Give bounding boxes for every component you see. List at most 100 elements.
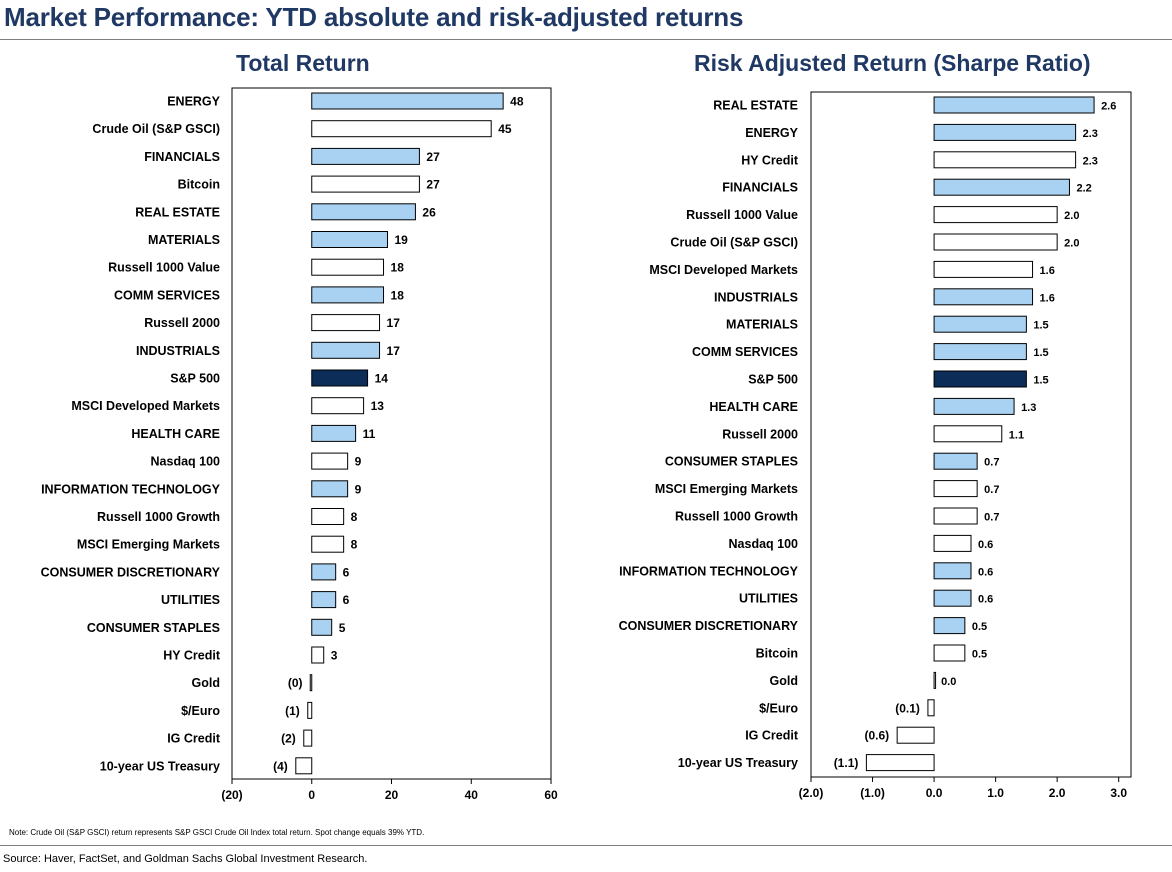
total-return-value-label-consumer-staples: 5 [339, 621, 346, 635]
total-return-bar-comm-services [311, 286, 385, 304]
total-return-value-label-msci-emerging-markets: 8 [351, 538, 358, 552]
total-return-bar-russell-2000 [311, 314, 381, 332]
sharpe-value-label-ig-credit: (0.6) [864, 729, 889, 743]
total-return-bar-russell-1000-value [311, 258, 385, 276]
sharpe-value-label-msci-developed-markets: 1.6 [1040, 265, 1055, 277]
total-return-category-label-health-care: HEALTH CARE [131, 427, 220, 441]
total-return-x-tick-label: 0 [308, 788, 315, 802]
sharpe-value-label-financials: 2.2 [1076, 183, 1091, 195]
sharpe-bar-health-care [933, 397, 1015, 415]
sharpe-bar-s-p-500 [933, 370, 1027, 388]
total-return-category-label-msci-developed-markets: MSCI Developed Markets [71, 399, 220, 413]
total-return-value-label-materials: 19 [395, 233, 409, 247]
sharpe-category-label-msci-emerging-markets: MSCI Emerging Markets [655, 482, 798, 496]
sharpe-category-label-gold: Gold [770, 674, 798, 688]
total-return-x-tick-label: 40 [465, 788, 479, 802]
total-return-bar-crude-oil-s-p-gsci [311, 120, 492, 138]
sharpe-plot-frame [810, 91, 1132, 778]
total-return-value-label-information-technology: 9 [355, 482, 362, 496]
total-return-category-label-s-p-500: S&P 500 [170, 372, 220, 386]
total-return-category-label-10-year-us-treasury: 10-year US Treasury [100, 759, 220, 773]
sharpe-category-label-energy: ENERGY [745, 126, 798, 140]
sharpe-bar-financials [933, 178, 1070, 196]
sharpe-bar-hy-credit [933, 151, 1077, 169]
sharpe-bar-consumer-staples [933, 452, 978, 470]
total-return-value-label-russell-2000: 17 [387, 316, 401, 330]
sharpe-category-label-russell-2000: Russell 2000 [722, 427, 798, 441]
sharpe-category-label-comm-services: COMM SERVICES [692, 345, 798, 359]
total-return-value-label-consumer-discretionary: 6 [343, 565, 350, 579]
total-return-value-label-10-year-us-treasury: (4) [273, 759, 288, 773]
sharpe-bar-msci-developed-markets [933, 260, 1034, 278]
total-return-category-label-consumer-discretionary: CONSUMER DISCRETIONARY [41, 565, 221, 579]
total-return-category-label-industrials: INDUSTRIALS [136, 344, 220, 358]
total-return-bar-s-p-500 [311, 369, 369, 387]
sharpe-value-label-industrials: 1.6 [1040, 292, 1055, 304]
total-return-category-label-comm-services: COMM SERVICES [114, 288, 220, 302]
total-return-bar-euro [307, 701, 313, 719]
total-return-value-label-gold: (0) [288, 676, 303, 690]
sharpe-value-label-russell-1000-growth: 0.7 [984, 512, 999, 524]
sharpe-bar-gold [933, 671, 937, 689]
sharpe-value-label-materials: 1.5 [1033, 320, 1048, 332]
total-return-category-label-nasdaq-100: Nasdaq 100 [151, 455, 221, 469]
sharpe-category-label-crude-oil-s-p-gsci: Crude Oil (S&P GSCI) [670, 236, 798, 250]
total-return-value-label-financials: 27 [426, 150, 440, 164]
sharpe-category-label-consumer-staples: CONSUMER STAPLES [665, 455, 798, 469]
total-return-category-label-euro: $/Euro [181, 704, 220, 718]
sharpe-value-label-information-technology: 0.6 [978, 566, 993, 578]
source-line: Source: Haver, FactSet, and Goldman Sach… [3, 853, 368, 865]
sharpe-category-label-materials: MATERIALS [726, 318, 798, 332]
total-return-value-label-utilities: 6 [343, 593, 350, 607]
total-return-category-label-ig-credit: IG Credit [167, 732, 221, 746]
sharpe-value-label-consumer-staples: 0.7 [984, 457, 999, 469]
sharpe-value-label-utilities: 0.6 [978, 594, 993, 606]
sharpe-bar-real-estate [933, 96, 1095, 114]
sharpe-bar-bitcoin [933, 644, 966, 662]
total-return-value-label-real-estate: 26 [422, 205, 436, 219]
total-return-x-tick-label: 20 [385, 788, 399, 802]
sharpe-value-label-10-year-us-treasury: (1.1) [834, 756, 859, 770]
sharpe-value-label-msci-emerging-markets: 0.7 [984, 484, 999, 496]
sharpe-value-label-health-care: 1.3 [1021, 402, 1036, 414]
total-return-bar-real-estate [311, 203, 416, 221]
total-return-value-label-euro: (1) [285, 704, 300, 718]
sharpe-value-label-nasdaq-100: 0.6 [978, 539, 993, 551]
total-return-bar-hy-credit [311, 646, 325, 664]
title-divider [0, 39, 1172, 40]
total-return-value-label-hy-credit: 3 [331, 649, 338, 663]
total-return-bar-industrials [311, 341, 381, 359]
sharpe-bar-consumer-discretionary [933, 617, 966, 635]
sharpe-value-label-russell-1000-value: 2.0 [1064, 210, 1079, 222]
total-return-value-label-industrials: 17 [387, 344, 401, 358]
total-return-value-label-energy: 48 [510, 95, 524, 109]
sharpe-bar-energy [933, 123, 1077, 141]
sharpe-x-tick-label: (2.0) [799, 786, 824, 800]
sharpe-category-label-russell-1000-growth: Russell 1000 Growth [675, 510, 798, 524]
sharpe-category-label-health-care: HEALTH CARE [709, 400, 798, 414]
total-return-value-label-health-care: 11 [363, 427, 376, 441]
total-return-bar-consumer-staples [311, 618, 333, 636]
sharpe-bar-materials [933, 315, 1027, 333]
total-return-bar-utilities [311, 591, 337, 609]
total-return-bar-russell-1000-growth [311, 508, 345, 525]
sharpe-value-label-real-estate: 2.6 [1101, 101, 1116, 113]
sharpe-value-label-gold: 0.0 [941, 676, 956, 688]
total-return-value-label-russell-1000-growth: 8 [351, 510, 358, 524]
sharpe-category-label-msci-developed-markets: MSCI Developed Markets [649, 263, 798, 277]
total-return-bar-10-year-us-treasury [295, 757, 313, 775]
total-return-bar-consumer-discretionary [311, 563, 337, 581]
total-return-value-label-s-p-500: 14 [375, 372, 389, 386]
sharpe-category-label-information-technology: INFORMATION TECHNOLOGY [619, 564, 799, 578]
sharpe-bar-crude-oil-s-p-gsci [933, 233, 1058, 251]
sharpe-value-label-energy: 2.3 [1083, 128, 1098, 140]
total-return-value-label-ig-credit: (2) [281, 732, 296, 746]
sharpe-category-label-s-p-500: S&P 500 [748, 373, 798, 387]
sharpe-bar-russell-1000-value [933, 206, 1058, 224]
sharpe-value-label-consumer-discretionary: 0.5 [972, 621, 987, 633]
total-return-title: Total Return [236, 50, 370, 76]
sharpe-category-label-ig-credit: IG Credit [745, 729, 799, 743]
total-return-category-label-russell-1000-growth: Russell 1000 Growth [97, 510, 220, 524]
